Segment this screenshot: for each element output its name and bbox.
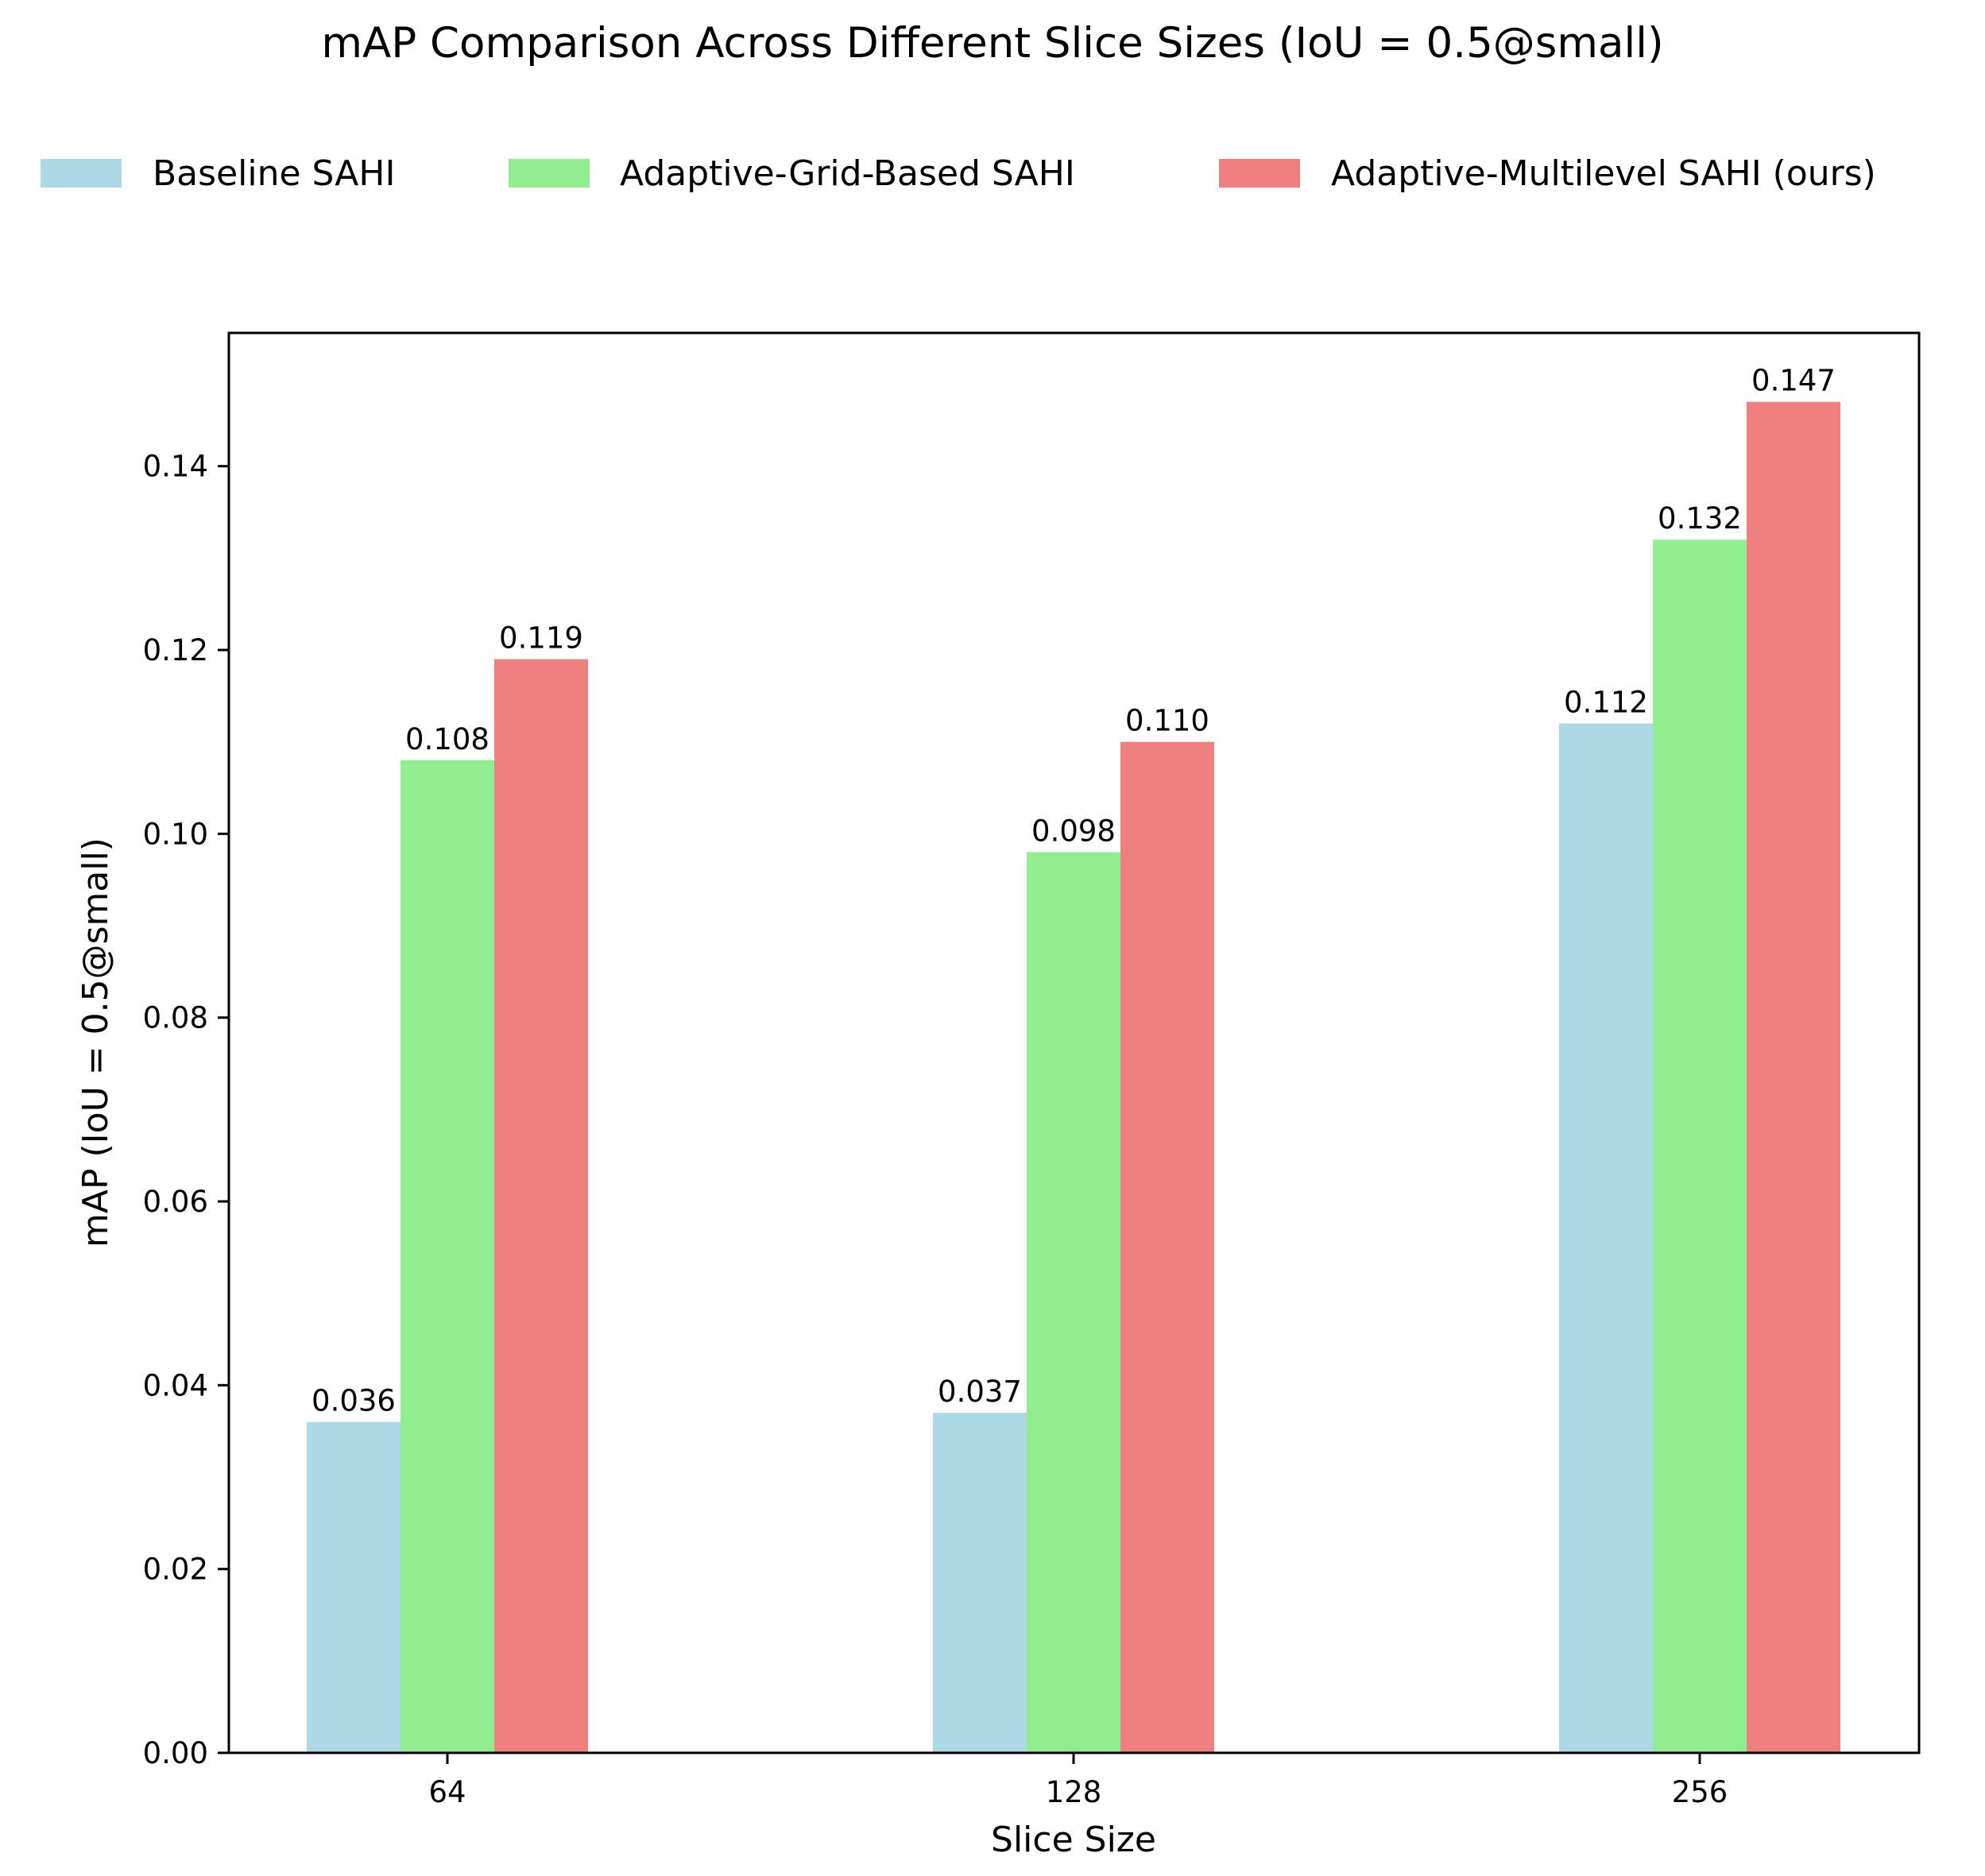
bar-value-label: 0.147 xyxy=(1751,364,1836,398)
bar-128-0 xyxy=(933,1413,1027,1753)
y-axis-label: mAP (IoU = 0.5@small) xyxy=(75,837,116,1247)
bar-value-label: 0.119 xyxy=(499,621,583,656)
y-tick-label: 0.14 xyxy=(143,450,208,484)
bar-value-label: 0.036 xyxy=(311,1384,396,1418)
bar-value-label: 0.037 xyxy=(938,1375,1022,1409)
bar-value-labels: 0.036 0.108 0.119 0.037 0.098 0.110 0.112 0.132… xyxy=(311,364,1836,1418)
bar-256-2 xyxy=(1747,401,1840,1753)
legend-label-grid: Adaptive-Grid-Based SAHI xyxy=(620,153,1075,194)
x-tick-label: 256 xyxy=(1672,1775,1728,1809)
y-tick-label: 0.12 xyxy=(143,633,208,667)
y-tick-label: 0.06 xyxy=(143,1185,208,1219)
y-tick-label: 0.02 xyxy=(143,1553,208,1587)
bars xyxy=(307,401,1840,1754)
y-tick-label: 0.04 xyxy=(143,1368,208,1402)
x-tick-label: 64 xyxy=(428,1775,466,1809)
chart-title: mAP Comparison Across Different Slice Si… xyxy=(321,19,1663,68)
legend-swatch-grid xyxy=(509,159,590,188)
bar-64-0 xyxy=(307,1422,400,1753)
y-tick-label: 0.10 xyxy=(143,817,208,851)
legend-swatch-multilevel xyxy=(1219,159,1300,188)
bar-128-1 xyxy=(1027,852,1120,1753)
bar-value-label: 0.110 xyxy=(1125,704,1209,738)
bar-value-label: 0.112 xyxy=(1564,686,1648,720)
bar-value-label: 0.098 xyxy=(1031,814,1116,848)
legend-label-multilevel: Adaptive-Multilevel SAHI (ours) xyxy=(1331,153,1876,194)
legend: Baseline SAHI Adaptive-Grid-Based SAHI A… xyxy=(41,153,1876,194)
legend-label-baseline: Baseline SAHI xyxy=(153,153,395,194)
bar-value-label: 0.132 xyxy=(1658,501,1742,536)
bar-128-2 xyxy=(1120,741,1214,1753)
bar-256-0 xyxy=(1559,723,1653,1753)
x-axis: 64 128 256 xyxy=(428,1753,1728,1809)
bar-value-label: 0.108 xyxy=(405,722,489,756)
x-tick-label: 128 xyxy=(1046,1775,1102,1809)
y-axis: 0.00 0.02 0.04 0.06 0.08 0.10 0.12 0.14 xyxy=(143,450,229,1770)
legend-swatch-baseline xyxy=(41,159,122,188)
y-tick-label: 0.08 xyxy=(143,1001,208,1035)
bar-64-1 xyxy=(400,760,494,1753)
x-axis-label: Slice Size xyxy=(991,1820,1156,1860)
bar-256-1 xyxy=(1653,540,1747,1754)
y-tick-label: 0.00 xyxy=(143,1736,208,1770)
bar-64-2 xyxy=(494,659,588,1753)
